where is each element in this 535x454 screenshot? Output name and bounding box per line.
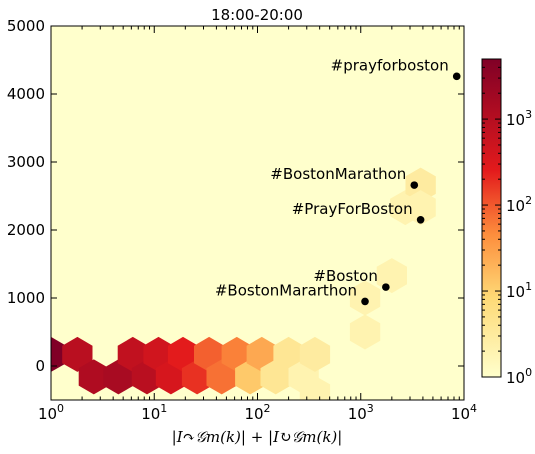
- x-tick-label: 102: [244, 402, 270, 423]
- hashtag-label: #BostonMarathon: [270, 165, 406, 183]
- hexbin-cell: [273, 336, 304, 372]
- x-tick-label: 100: [38, 402, 64, 423]
- hexbin-cell: [405, 167, 436, 203]
- y-tick-label: 5000: [7, 17, 45, 35]
- colorbar: 100 101 102 103: [481, 58, 532, 387]
- y-tick-label: 4000: [7, 85, 45, 103]
- y-tick-label: 1000: [7, 289, 45, 307]
- hexbin-cell: [78, 359, 109, 395]
- hexbin-cell: [206, 359, 237, 395]
- x-tick-label: 103: [348, 402, 374, 423]
- hashtag-label: #BostonMararthon: [215, 281, 357, 299]
- hashtag-point: [452, 72, 461, 81]
- hexbin-cell: [62, 336, 93, 372]
- hexbin-cell: [405, 190, 436, 226]
- hexbin-cell: [103, 359, 134, 395]
- colorbar-tick-label: 103: [506, 108, 532, 129]
- x-tick-label: 104: [451, 402, 477, 423]
- hexbin-cell: [349, 314, 381, 350]
- hashtag-point: [382, 283, 390, 291]
- hashtag-point: [361, 297, 369, 306]
- chart-title: 18:00-20:00: [211, 6, 303, 24]
- hexbin-cell: [299, 336, 331, 372]
- hexbin-cell: [299, 375, 331, 400]
- x-axis: 100 101 102 103 104: [38, 26, 477, 423]
- colorbar-tick-label: 102: [506, 194, 532, 215]
- points-layer: #prayforboston #BostonMarathon #PrayForBos…: [215, 56, 461, 306]
- hashtag-label: #Boston: [313, 267, 377, 285]
- y-tick-label: 2000: [7, 221, 45, 239]
- colorbar-tick-label: 101: [506, 280, 532, 301]
- hashtag-point: [416, 216, 425, 224]
- hexbin-layer: [51, 167, 436, 400]
- hashtag-point: [410, 181, 419, 189]
- colorbar-ticks: 100 101 102 103: [482, 58, 532, 387]
- y-tick-label: 0: [35, 357, 45, 375]
- y-tick-label: 3000: [7, 153, 45, 171]
- hexbin-cell: [117, 336, 148, 372]
- y-axis: 0 1000 2000 3000 4000 5000: [7, 17, 464, 375]
- hashtag-label: #PrayForBoston: [292, 200, 413, 218]
- hashtag-label: #prayforboston: [331, 56, 449, 74]
- x-tick-label: 101: [141, 402, 167, 423]
- colorbar-tick-label: 100: [506, 366, 532, 387]
- x-axis-label: |I↷𝒢m(k)| + |I↻𝒢m(k)|: [172, 428, 343, 446]
